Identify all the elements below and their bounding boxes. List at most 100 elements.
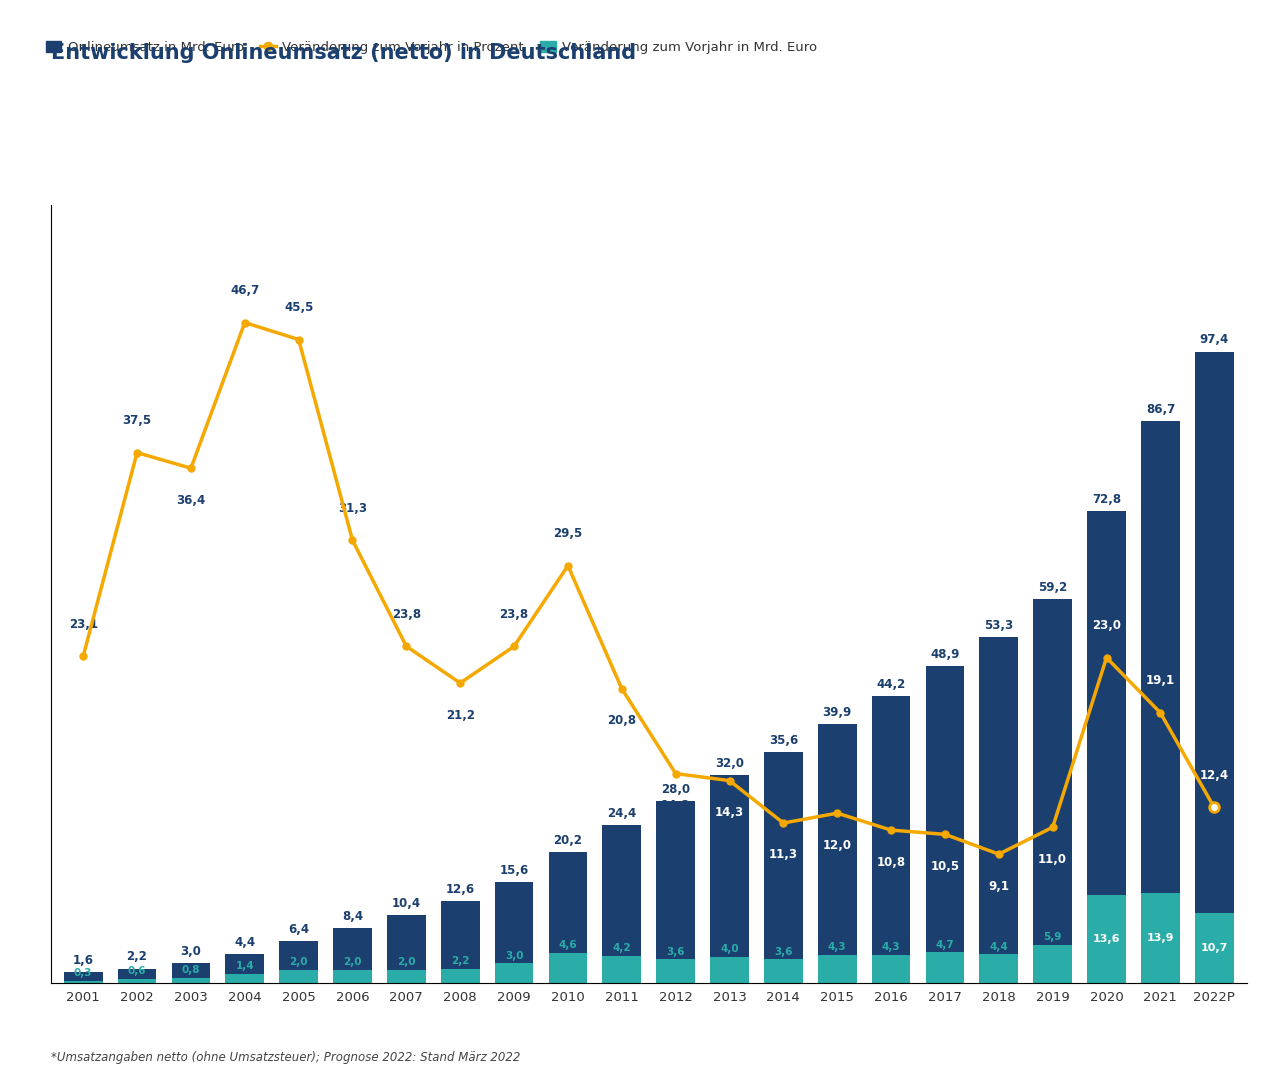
Text: 86,7: 86,7 xyxy=(1146,403,1175,416)
Text: 4,6: 4,6 xyxy=(558,941,577,950)
Text: 45,5: 45,5 xyxy=(284,301,313,314)
Text: 13,6: 13,6 xyxy=(1093,934,1121,944)
Text: 2,0: 2,0 xyxy=(343,957,361,968)
Text: 1,6: 1,6 xyxy=(73,955,94,968)
Bar xyxy=(387,970,426,983)
Bar xyxy=(979,637,1018,983)
Bar xyxy=(656,959,695,983)
Text: 15,6: 15,6 xyxy=(500,864,529,877)
Bar xyxy=(818,725,856,983)
Text: 72,8: 72,8 xyxy=(1091,492,1121,505)
Bar xyxy=(1194,352,1234,983)
Text: 53,3: 53,3 xyxy=(985,619,1014,632)
Text: 2,2: 2,2 xyxy=(127,950,148,963)
Text: 1,4: 1,4 xyxy=(235,961,254,971)
Bar xyxy=(818,955,856,983)
Bar xyxy=(1033,945,1072,983)
Text: 12,0: 12,0 xyxy=(823,838,852,852)
Text: 0,6: 0,6 xyxy=(127,967,146,976)
Bar xyxy=(764,959,803,983)
Text: 23,1: 23,1 xyxy=(69,618,98,631)
Bar xyxy=(603,956,641,983)
Text: 3,6: 3,6 xyxy=(775,947,792,957)
Bar xyxy=(225,974,265,983)
Text: 32,0: 32,0 xyxy=(715,757,744,770)
Text: 10,5: 10,5 xyxy=(930,860,959,873)
Bar xyxy=(280,942,318,983)
Bar xyxy=(1033,599,1072,983)
Bar xyxy=(656,801,695,983)
Bar xyxy=(172,977,210,983)
Text: 12,6: 12,6 xyxy=(445,883,474,896)
Bar xyxy=(118,978,156,983)
Text: 37,5: 37,5 xyxy=(122,414,151,428)
Bar xyxy=(333,929,371,983)
Text: Entwicklung Onlineumsatz (netto) in Deutschland: Entwicklung Onlineumsatz (netto) in Deut… xyxy=(51,43,636,64)
Text: 13,9: 13,9 xyxy=(1146,933,1174,943)
Bar xyxy=(441,969,480,983)
Text: 3,0: 3,0 xyxy=(181,945,201,958)
Text: 20,8: 20,8 xyxy=(607,714,636,727)
Legend: Onlineumsatz in Mrd. Euro, Veränderung zum Vorjahr in Prozent, Veränderung zum V: Onlineumsatz in Mrd. Euro, Veränderung z… xyxy=(46,41,818,54)
Bar xyxy=(495,963,533,983)
Text: 4,4: 4,4 xyxy=(234,936,256,949)
Bar xyxy=(926,953,964,983)
Bar xyxy=(1141,893,1179,983)
Bar xyxy=(603,825,641,983)
Text: 23,0: 23,0 xyxy=(1093,619,1121,632)
Bar xyxy=(1088,511,1126,983)
Text: 48,9: 48,9 xyxy=(930,648,959,661)
Bar xyxy=(548,953,588,983)
Text: 23,8: 23,8 xyxy=(392,608,421,621)
Text: 11,3: 11,3 xyxy=(768,849,798,862)
Bar xyxy=(871,697,911,983)
Bar xyxy=(764,752,803,983)
Text: 19,1: 19,1 xyxy=(1146,674,1175,687)
Bar xyxy=(710,775,749,983)
Bar xyxy=(280,970,318,983)
Text: 24,4: 24,4 xyxy=(607,807,636,820)
Text: 46,7: 46,7 xyxy=(230,284,259,297)
Text: 21,2: 21,2 xyxy=(445,708,474,721)
Bar xyxy=(926,666,964,983)
Text: 14,3: 14,3 xyxy=(715,806,744,819)
Text: 11,0: 11,0 xyxy=(1038,853,1067,866)
Bar xyxy=(871,955,911,983)
Text: *Umsatzangaben netto (ohne Umsatzsteuer); Prognose 2022: Stand März 2022: *Umsatzangaben netto (ohne Umsatzsteuer)… xyxy=(51,1051,520,1064)
Text: 4,4: 4,4 xyxy=(990,942,1009,951)
Text: 8,4: 8,4 xyxy=(342,910,363,923)
Text: 10,7: 10,7 xyxy=(1201,943,1227,954)
Bar xyxy=(710,957,749,983)
Text: 0,8: 0,8 xyxy=(182,966,200,975)
Bar xyxy=(441,901,480,983)
Text: 6,4: 6,4 xyxy=(287,923,309,936)
Text: 10,4: 10,4 xyxy=(392,897,421,910)
Text: 28,0: 28,0 xyxy=(661,783,691,796)
Bar xyxy=(1088,894,1126,983)
Text: 97,4: 97,4 xyxy=(1199,334,1229,347)
Text: 2,0: 2,0 xyxy=(397,957,416,968)
Text: 14,8: 14,8 xyxy=(661,799,691,812)
Text: 2,0: 2,0 xyxy=(290,957,308,968)
Text: 59,2: 59,2 xyxy=(1038,581,1067,594)
Text: 4,3: 4,3 xyxy=(828,943,847,953)
Text: 36,4: 36,4 xyxy=(177,494,206,507)
Text: 5,9: 5,9 xyxy=(1043,932,1062,942)
Bar xyxy=(118,969,156,983)
Text: 2,2: 2,2 xyxy=(452,956,469,966)
Text: 12,4: 12,4 xyxy=(1199,769,1229,782)
Bar xyxy=(225,955,265,983)
Bar xyxy=(1194,914,1234,983)
Text: 44,2: 44,2 xyxy=(876,678,906,691)
Text: 4,3: 4,3 xyxy=(881,943,901,953)
Text: 39,9: 39,9 xyxy=(823,706,852,719)
Bar xyxy=(979,955,1018,983)
Text: 4,0: 4,0 xyxy=(720,944,739,955)
Bar xyxy=(548,852,588,983)
Text: 4,2: 4,2 xyxy=(613,943,631,953)
Bar xyxy=(64,972,103,983)
Text: 29,5: 29,5 xyxy=(553,527,583,540)
Text: 20,2: 20,2 xyxy=(553,834,583,847)
Text: 35,6: 35,6 xyxy=(768,734,798,747)
Text: 3,6: 3,6 xyxy=(667,947,684,957)
